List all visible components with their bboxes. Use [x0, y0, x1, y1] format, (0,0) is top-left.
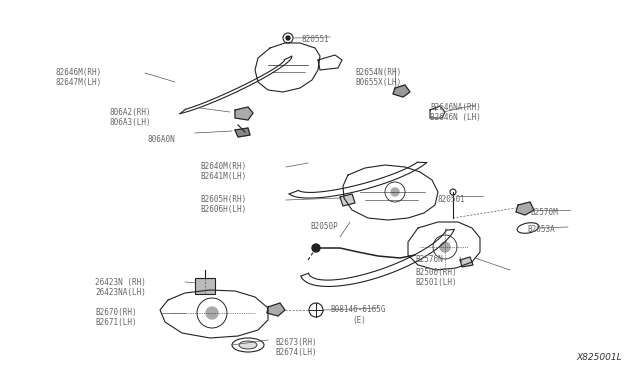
Polygon shape [393, 85, 410, 97]
Text: B2674(LH): B2674(LH) [275, 348, 317, 357]
Text: B2053A: B2053A [527, 225, 555, 234]
Text: B2576N: B2576N [415, 255, 443, 264]
Text: B2605H(RH): B2605H(RH) [200, 195, 246, 204]
Ellipse shape [232, 338, 264, 352]
Text: B2654N(RH): B2654N(RH) [355, 68, 401, 77]
Circle shape [286, 36, 290, 40]
Text: B2646NA(RH): B2646NA(RH) [430, 103, 481, 112]
Text: B2670(RH): B2670(RH) [95, 308, 136, 317]
Circle shape [312, 244, 320, 252]
Text: (E): (E) [352, 316, 366, 325]
Text: 26423NA(LH): 26423NA(LH) [95, 288, 146, 297]
Text: B2501(LH): B2501(LH) [415, 278, 456, 287]
Text: B2570M: B2570M [530, 208, 557, 217]
Text: 806A3(LH): 806A3(LH) [110, 118, 152, 127]
Text: B2671(LH): B2671(LH) [95, 318, 136, 327]
Text: B2673(RH): B2673(RH) [275, 338, 317, 347]
Polygon shape [340, 194, 355, 206]
Text: 806A2(RH): 806A2(RH) [110, 108, 152, 117]
Text: B2641M(LH): B2641M(LH) [200, 172, 246, 181]
Ellipse shape [517, 223, 539, 233]
Text: 806A0N: 806A0N [148, 135, 176, 144]
Text: 820501: 820501 [438, 195, 466, 204]
Polygon shape [235, 107, 253, 120]
Text: 82646M(RH): 82646M(RH) [55, 68, 101, 77]
Text: B2606H(LH): B2606H(LH) [200, 205, 246, 214]
Text: B08146-6165G: B08146-6165G [330, 305, 385, 314]
Text: B2640M(RH): B2640M(RH) [200, 162, 246, 171]
Text: B2646N (LH): B2646N (LH) [430, 113, 481, 122]
Text: B2500(RH): B2500(RH) [415, 268, 456, 277]
Polygon shape [235, 128, 250, 137]
Text: 26423N (RH): 26423N (RH) [95, 278, 146, 287]
Text: 82647M(LH): 82647M(LH) [55, 78, 101, 87]
FancyBboxPatch shape [195, 278, 215, 294]
Polygon shape [460, 257, 473, 267]
Circle shape [440, 242, 450, 252]
Text: X825001L: X825001L [577, 353, 622, 362]
Polygon shape [516, 202, 534, 215]
Circle shape [391, 188, 399, 196]
Polygon shape [267, 303, 285, 316]
Text: 820551: 820551 [302, 35, 330, 44]
Circle shape [206, 307, 218, 319]
Ellipse shape [239, 341, 257, 349]
Text: B0655X(LH): B0655X(LH) [355, 78, 401, 87]
Text: B2050P: B2050P [310, 222, 338, 231]
